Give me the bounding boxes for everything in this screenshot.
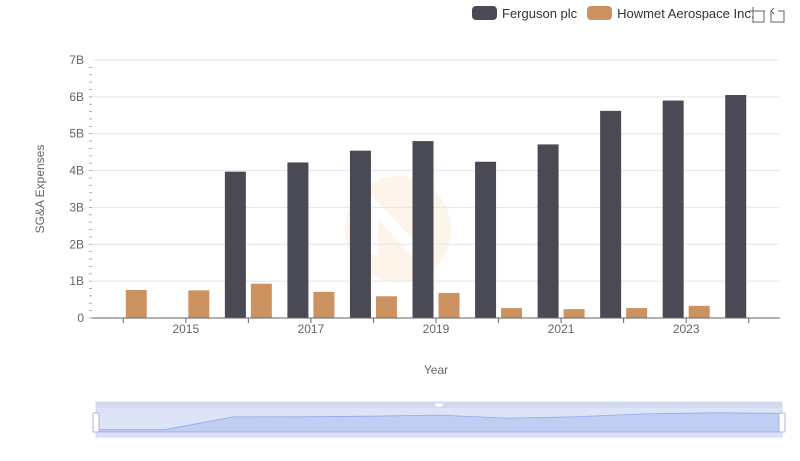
bar-ferguson-2020[interactable] <box>475 161 497 318</box>
bar-howmet-2017[interactable] <box>313 291 335 318</box>
bar-ferguson-2018[interactable] <box>349 150 371 318</box>
x-axis: 2015 2017 2019 2021 2023 <box>92 317 780 336</box>
x-tick-label: 2021 <box>548 322 575 336</box>
legend-item-ferguson[interactable]: Ferguson plc <box>472 6 577 21</box>
bar-howmet-2023[interactable] <box>688 305 710 318</box>
bar-ferguson-2022[interactable] <box>600 110 622 318</box>
y-tick-label: 7B <box>69 53 84 67</box>
zoom-icon[interactable] <box>748 6 766 24</box>
bar-howmet-2014[interactable] <box>125 289 147 318</box>
bar-howmet-2020[interactable] <box>501 308 523 318</box>
slider-center-grip[interactable] <box>434 402 444 408</box>
x-axis-label: Year <box>424 363 448 377</box>
bar-ferguson-2017[interactable] <box>287 162 309 318</box>
legend: Ferguson plc Howmet Aerospace Inc. <box>472 4 764 22</box>
y-tick-label: 2B <box>69 237 84 251</box>
y-axis-label: SG&A Expenses <box>33 145 47 234</box>
y-tick-label: 4B <box>69 164 84 178</box>
x-tick-label: 2023 <box>673 322 700 336</box>
y-tick-label: 1B <box>69 274 84 288</box>
toolbox <box>746 6 786 24</box>
slider-handle-right[interactable] <box>778 412 786 433</box>
legend-item-howmet[interactable]: Howmet Aerospace Inc. <box>587 6 754 21</box>
bar-howmet-2019[interactable] <box>438 292 460 318</box>
bar-ferguson-2016[interactable] <box>224 171 246 318</box>
bar-ferguson-2019[interactable] <box>412 141 434 318</box>
bar-ferguson-2023[interactable] <box>662 100 684 319</box>
bar-ferguson-2021[interactable] <box>537 144 559 318</box>
legend-label-ferguson: Ferguson plc <box>502 5 578 21</box>
legend-label-howmet: Howmet Aerospace Inc. <box>617 5 755 21</box>
y-axis: 0 1B 2B 3B 4B 5B 6B 7B <box>69 53 92 325</box>
y-tick-label: 6B <box>69 90 84 104</box>
bar-howmet-2015[interactable] <box>188 290 210 318</box>
x-tick-label: 2017 <box>298 322 325 336</box>
slider-handle-left[interactable] <box>92 412 100 433</box>
bar-howmet-2021[interactable] <box>563 309 585 318</box>
restore-icon[interactable] <box>768 6 786 24</box>
bar-howmet-2022[interactable] <box>626 308 648 318</box>
x-tick-label: 2019 <box>423 322 450 336</box>
y-tick-label: 0 <box>77 311 84 325</box>
bar-howmet-2018[interactable] <box>375 296 397 318</box>
data-zoom-slider[interactable] <box>92 401 786 438</box>
bar-ferguson-2024[interactable] <box>725 95 747 318</box>
x-tick-label: 2015 <box>172 322 199 336</box>
y-tick-label: 5B <box>69 127 84 141</box>
y-tick-label: 3B <box>69 200 84 214</box>
legend-swatch-howmet <box>587 6 613 20</box>
legend-swatch-ferguson <box>472 6 497 20</box>
bar-howmet-2016[interactable] <box>250 283 272 318</box>
bars <box>125 95 747 319</box>
